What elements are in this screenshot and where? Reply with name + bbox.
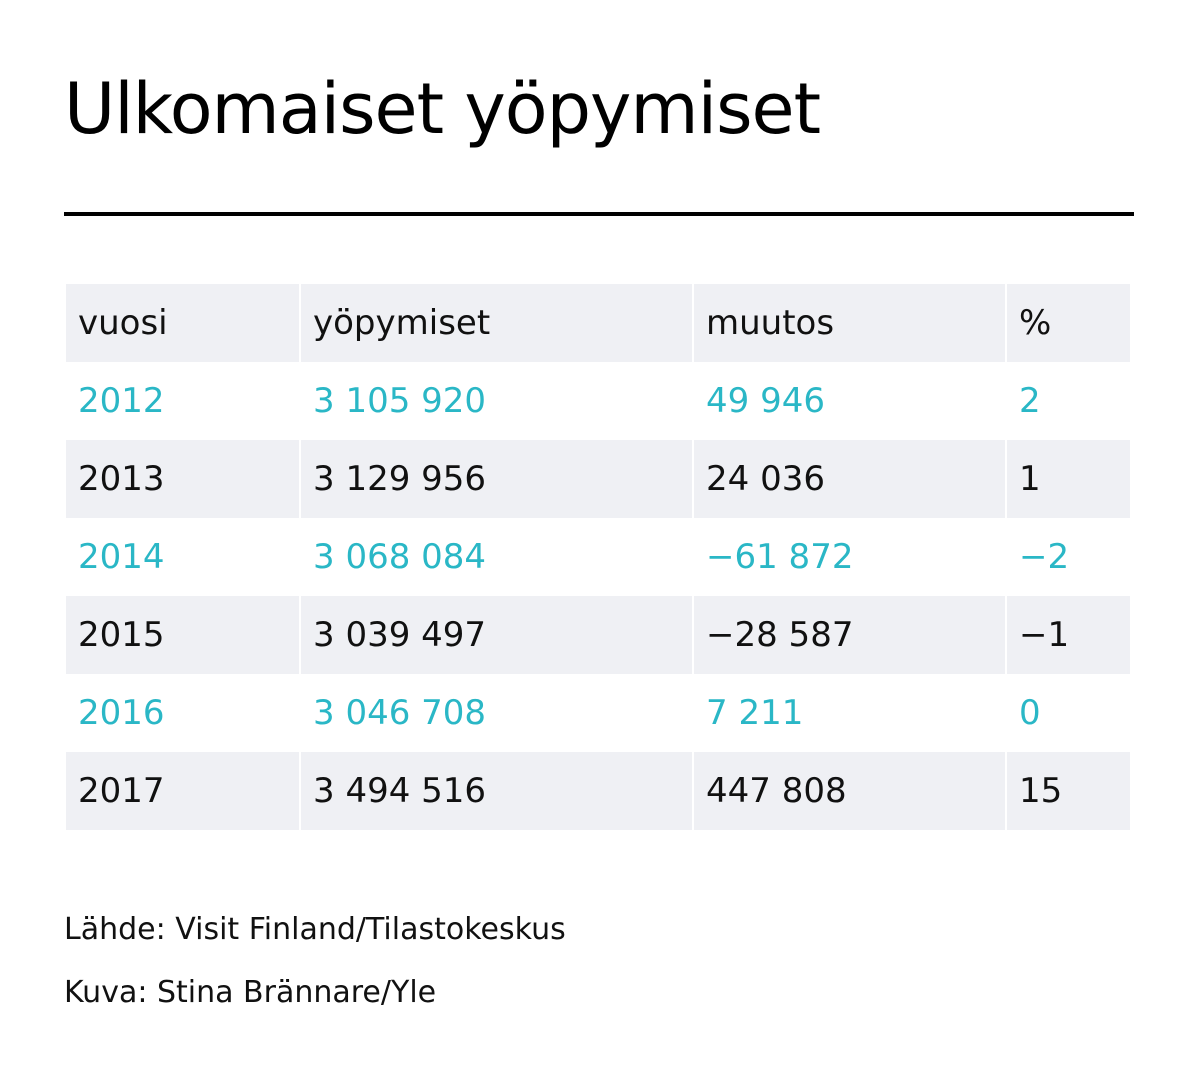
table-header-row: vuosi yöpymiset muutos % bbox=[66, 284, 1130, 362]
title-divider bbox=[64, 212, 1134, 216]
table-row: 2012 3 105 920 49 946 2 bbox=[66, 362, 1130, 440]
cell-percent: 15 bbox=[1007, 752, 1130, 830]
cell-overnights: 3 105 920 bbox=[313, 381, 487, 421]
cell-year: 2017 bbox=[66, 752, 299, 830]
cell-change: 7 211 bbox=[706, 693, 804, 733]
cell-year: 2013 bbox=[66, 440, 299, 518]
table-row: 2017 3 494 516 447 808 15 bbox=[66, 752, 1130, 830]
column-header-percent: % bbox=[1007, 284, 1130, 362]
table-row: 2013 3 129 956 24 036 1 bbox=[66, 440, 1130, 518]
cell-year: 2014 bbox=[78, 537, 165, 577]
cell-percent: 1 bbox=[1007, 440, 1130, 518]
cell-change: 49 946 bbox=[706, 381, 825, 421]
column-header-overnights: yöpymiset bbox=[301, 284, 692, 362]
cell-overnights: 3 039 497 bbox=[301, 596, 692, 674]
cell-overnights: 3 494 516 bbox=[301, 752, 692, 830]
chart-title: Ulkomaiset yöpymiset bbox=[64, 68, 821, 150]
source-note: Lähde: Visit Finland/Tilastokeskus bbox=[64, 912, 566, 947]
cell-percent: 0 bbox=[1019, 693, 1041, 733]
cell-year: 2016 bbox=[78, 693, 165, 733]
cell-overnights: 3 068 084 bbox=[313, 537, 487, 577]
cell-overnights: 3 129 956 bbox=[301, 440, 692, 518]
cell-percent: −2 bbox=[1019, 537, 1070, 577]
cell-year: 2015 bbox=[66, 596, 299, 674]
column-header-year: vuosi bbox=[66, 284, 299, 362]
cell-change: 447 808 bbox=[694, 752, 1005, 830]
cell-change: −28 587 bbox=[694, 596, 1005, 674]
cell-overnights: 3 046 708 bbox=[313, 693, 487, 733]
cell-change: 24 036 bbox=[694, 440, 1005, 518]
table-row: 2016 3 046 708 7 211 0 bbox=[66, 674, 1130, 752]
image-credit: Kuva: Stina Brännare/Yle bbox=[64, 975, 437, 1010]
cell-percent: −1 bbox=[1007, 596, 1130, 674]
column-header-change: muutos bbox=[694, 284, 1005, 362]
table-row: 2014 3 068 084 −61 872 −2 bbox=[66, 518, 1130, 596]
cell-year: 2012 bbox=[78, 381, 165, 421]
cell-percent: 2 bbox=[1019, 381, 1041, 421]
table-row: 2015 3 039 497 −28 587 −1 bbox=[66, 596, 1130, 674]
cell-change: −61 872 bbox=[706, 537, 854, 577]
data-table: vuosi yöpymiset muutos % 2012 3 105 920 … bbox=[66, 284, 1130, 830]
